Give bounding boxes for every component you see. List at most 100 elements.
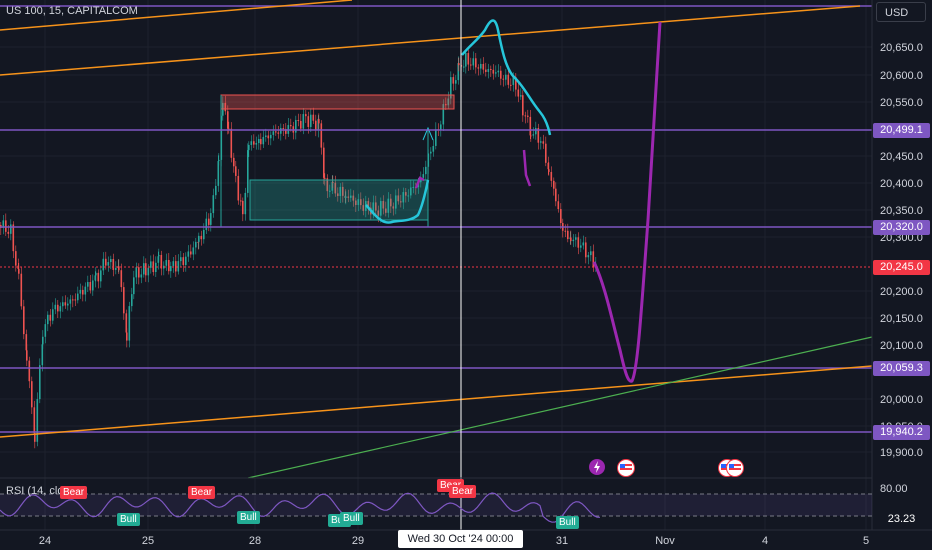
candle-body — [482, 63, 485, 70]
us-flag-event-icon[interactable] — [617, 459, 635, 477]
candle-body — [145, 263, 147, 276]
candle-body — [495, 72, 497, 74]
candle-body — [402, 192, 405, 203]
crosshair-time-label: Wed 30 Oct '24 00:00 — [398, 530, 523, 548]
candle-body — [425, 166, 427, 175]
candle-body — [307, 116, 310, 127]
candle-body — [392, 206, 395, 209]
rsi-signal-bear: Bear — [188, 486, 216, 499]
time-tick: 28 — [249, 535, 261, 547]
candle-body — [47, 314, 49, 325]
candle-body — [470, 64, 472, 66]
candle-body — [59, 306, 62, 312]
price-tick: 20,350.0 — [880, 205, 923, 217]
candle-body — [242, 200, 244, 215]
price-tick: 20,650.0 — [880, 42, 923, 54]
candle-body — [217, 161, 220, 186]
candle-body — [227, 111, 229, 129]
candle-body — [331, 182, 334, 191]
candle-body — [2, 220, 5, 228]
candle-body — [339, 186, 342, 197]
candle-body — [36, 399, 39, 442]
range-zone[interactable] — [249, 179, 429, 221]
candle-body — [208, 218, 210, 225]
candle-body — [57, 304, 59, 312]
candle-body — [277, 132, 280, 134]
candle-body — [530, 135, 532, 137]
candle-body — [150, 261, 152, 268]
price-axis[interactable]: 20,650.0 20,600.0 20,550.0 20,450.0 20,400.0… — [880, 42, 923, 459]
candle-body — [410, 187, 412, 196]
price-tick: 19,900.0 — [880, 447, 923, 459]
candle-body — [377, 210, 380, 216]
resistance-zone[interactable] — [220, 94, 455, 110]
candle-body — [540, 141, 542, 143]
candle-body — [430, 151, 432, 154]
candle-body — [547, 162, 550, 170]
rsi-signal-bear: Bear — [449, 485, 477, 498]
candle-body — [395, 195, 397, 209]
candle-body — [295, 119, 297, 133]
candle-body — [590, 251, 592, 256]
lightning-event-icon[interactable] — [589, 459, 605, 475]
price-tick: 20,200.0 — [880, 286, 923, 298]
candle-body — [390, 198, 392, 207]
candle-body — [455, 80, 457, 84]
candle-body — [397, 195, 400, 202]
candle-body — [253, 141, 255, 145]
candle-body — [33, 407, 36, 434]
candle-body — [553, 180, 555, 189]
candle-body — [387, 198, 390, 213]
candle-body — [131, 294, 133, 307]
us-flag-event-icon[interactable] — [726, 459, 744, 477]
candle-body — [505, 74, 507, 80]
candle-body — [320, 123, 323, 148]
candle-body — [62, 302, 64, 307]
trendline-top[interactable] — [0, 0, 353, 31]
candle-body — [497, 70, 500, 73]
candle-body — [143, 263, 145, 275]
price-badge-20320: 20,320.0 — [873, 220, 930, 235]
trendline-green[interactable] — [247, 336, 873, 479]
candle-body — [175, 261, 177, 272]
time-tick: 29 — [352, 535, 364, 547]
candle-body — [572, 239, 575, 242]
candle-body — [233, 157, 235, 167]
candle-body — [342, 186, 344, 196]
candle-body — [560, 209, 562, 224]
candle-body — [412, 186, 415, 188]
trendline-upper-channel[interactable] — [0, 5, 861, 76]
price-tick: 20,400.0 — [880, 178, 923, 190]
projection-teal-range[interactable] — [365, 179, 430, 224]
candle-body — [52, 309, 54, 321]
rsi-signal-bull: Bull — [556, 516, 579, 529]
time-tick: 24 — [39, 535, 51, 547]
projection-teal-top[interactable] — [461, 19, 552, 136]
candle-body — [215, 185, 217, 196]
candle-body — [168, 260, 170, 272]
candle-body — [64, 302, 67, 306]
projection-purple-small — [414, 176, 425, 189]
candle-body — [54, 304, 57, 310]
candle-body — [118, 266, 120, 271]
candle-body — [17, 265, 20, 270]
candle-body — [18, 269, 20, 274]
candle-body — [555, 188, 557, 202]
candle-body — [34, 433, 36, 442]
candle-body — [240, 200, 242, 202]
candle-body — [177, 261, 180, 272]
price-tick: 20,450.0 — [880, 151, 923, 163]
candle-body — [20, 273, 23, 307]
trendline-lower-channel[interactable] — [0, 365, 873, 438]
candle-body — [100, 270, 102, 282]
candle-body — [203, 229, 205, 240]
candle-body — [580, 245, 582, 248]
projection-purple-main[interactable] — [592, 21, 662, 383]
candle-body — [270, 134, 272, 139]
candle-body — [587, 255, 590, 258]
currency-button[interactable]: USD — [876, 2, 926, 22]
time-axis[interactable]: 24 25 28 29 31 Nov 4 5 — [39, 535, 869, 547]
candle-body — [422, 174, 425, 178]
candle-body — [200, 235, 203, 240]
